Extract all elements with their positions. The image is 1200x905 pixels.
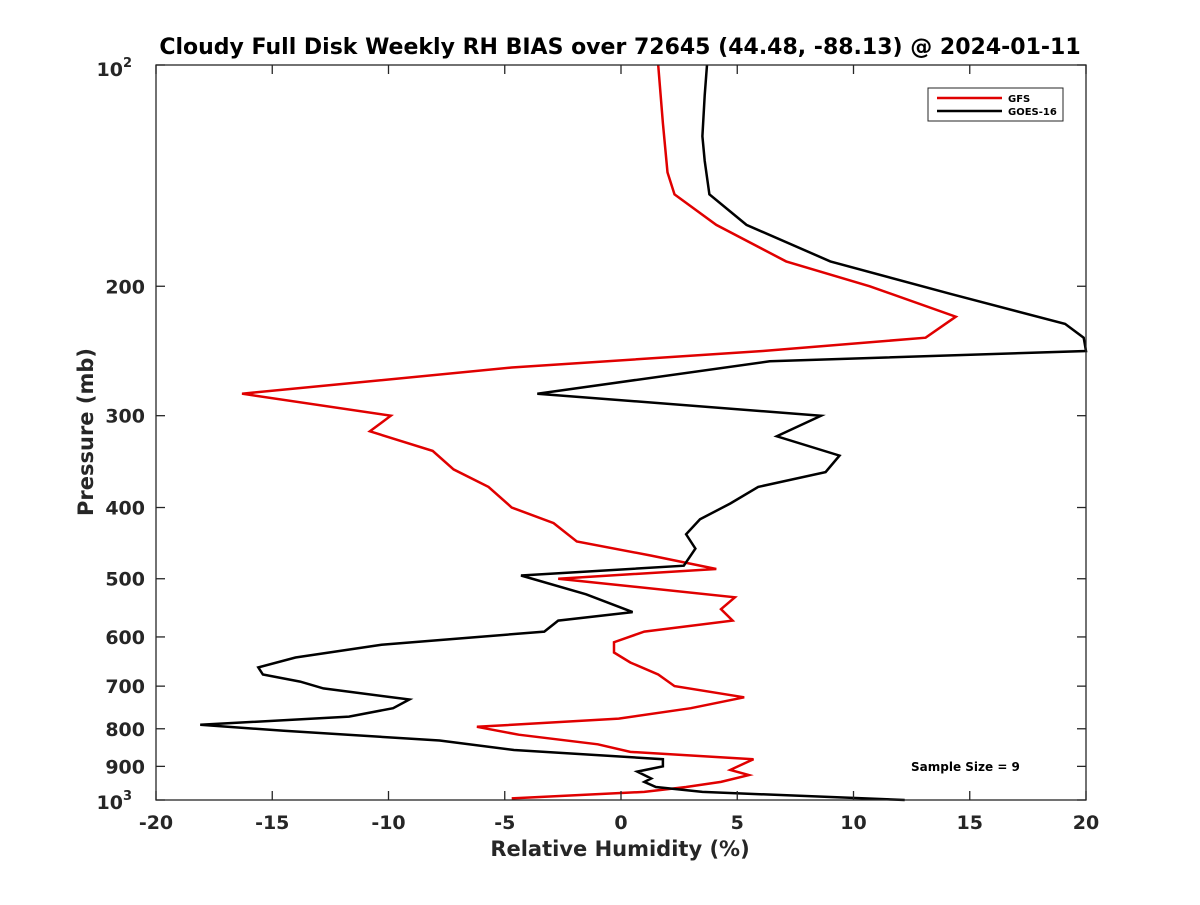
y-top-base: 10	[97, 59, 123, 81]
x-tick-label: 15	[957, 812, 983, 834]
x-tick-label: 20	[1073, 812, 1099, 834]
y-axis-label: Pressure (mb)	[74, 348, 98, 516]
sample-size-annotation: Sample Size = 9	[911, 760, 1020, 774]
x-tick-label: -5	[494, 812, 515, 834]
y-tick-label: 500	[105, 569, 145, 591]
legend-label-gfs: GFS	[1008, 94, 1030, 105]
y-tick-label: 700	[105, 676, 145, 698]
legend-label-goes16: GOES-16	[1008, 107, 1057, 118]
y-tick-label: 400	[105, 498, 145, 520]
y-tick-label: 600	[105, 627, 145, 649]
chart-title: Cloudy Full Disk Weekly RH BIAS over 726…	[159, 35, 1080, 60]
legend: GFS GOES-16	[927, 87, 1064, 122]
x-tick-label: -20	[139, 812, 173, 834]
y-bottom-exp: 3	[123, 789, 132, 804]
y-tick-label: 900	[105, 756, 145, 778]
y-tick-label-bottom: 103	[97, 789, 133, 814]
x-tick-label: 0	[614, 812, 627, 834]
y-tick-label: 200	[105, 276, 145, 298]
plot-lines	[200, 64, 1088, 802]
x-tick-label: 10	[840, 812, 866, 834]
x-tick-label: 5	[731, 812, 744, 834]
x-axis-label: Relative Humidity (%)	[490, 837, 749, 861]
x-tick-label: -10	[371, 812, 405, 834]
series-line-gfs	[241, 64, 959, 800]
x-axis: -20 -15 -10 -5 0 5 10 15 20	[139, 65, 1099, 834]
legend-box	[927, 87, 1064, 122]
y-axis: 200 300 400 500 600 700 800 900	[105, 64, 1086, 801]
y-tick-label: 800	[105, 719, 145, 741]
y-bottom-base: 10	[97, 792, 123, 814]
y-tick-label-top: 102	[97, 56, 133, 81]
series-line-goes16	[200, 64, 1088, 802]
y-tick-label: 300	[105, 406, 145, 428]
plot-frame	[155, 64, 1087, 801]
x-tick-label: -15	[255, 812, 289, 834]
y-top-exp: 2	[123, 56, 132, 71]
